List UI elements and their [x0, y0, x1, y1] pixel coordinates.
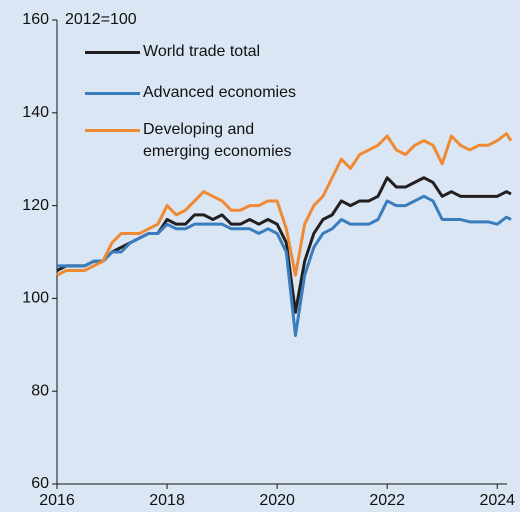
x-tick-label: 2022	[369, 492, 405, 509]
legend-label: World trade total	[143, 43, 261, 60]
legend-swatch	[85, 129, 140, 132]
y-tick-label: 120	[22, 197, 49, 214]
x-tick-label: 2020	[259, 492, 295, 509]
y-tick-label: 60	[31, 475, 49, 492]
legend-swatch	[85, 51, 140, 54]
x-tick-label: 2024	[479, 492, 515, 509]
legend-swatch	[85, 92, 140, 95]
series-line	[57, 194, 512, 338]
y-tick-label: 140	[22, 104, 49, 121]
x-tick-label: 2018	[149, 492, 185, 509]
annotation: 2012=100	[65, 11, 137, 28]
x-tick-label: 2016	[39, 492, 75, 509]
y-tick-label: 80	[31, 382, 49, 399]
legend-label: Developing and emerging economies	[143, 121, 292, 160]
y-tick-label: 160	[22, 11, 49, 28]
y-tick-label: 100	[22, 290, 49, 307]
legend-label: Advanced economies	[143, 84, 296, 101]
series-line	[56, 132, 513, 277]
